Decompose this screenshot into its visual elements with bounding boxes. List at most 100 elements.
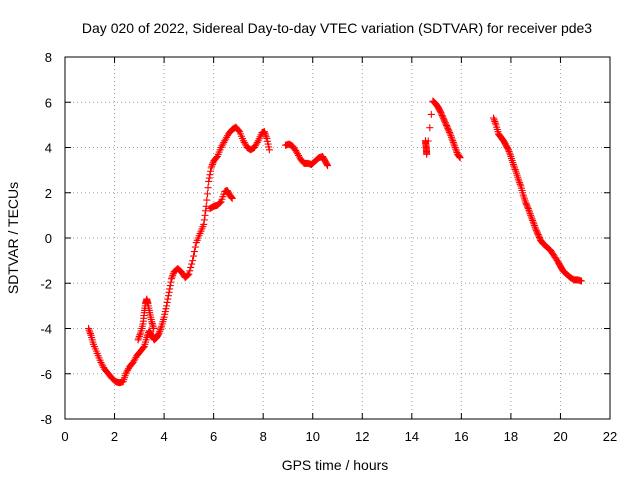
x-tick-label: 18 xyxy=(504,429,518,444)
data-point xyxy=(528,215,536,223)
data-point xyxy=(424,137,432,145)
data-point xyxy=(156,327,164,335)
data-point xyxy=(155,329,163,337)
y-tick-label: 0 xyxy=(45,231,52,246)
data-point xyxy=(208,160,216,168)
data-point xyxy=(261,129,269,137)
data-point xyxy=(265,146,273,154)
x-tick-labels: 0 2 4 6 8 10 12 14 16 18 20 22 xyxy=(61,429,617,444)
data-point xyxy=(525,206,533,214)
data-point xyxy=(135,334,143,342)
data-point xyxy=(449,138,457,146)
data-point xyxy=(262,131,270,139)
chart-title: Day 020 of 2022, Sidereal Day-to-day VTE… xyxy=(82,20,592,36)
data-point xyxy=(491,119,499,127)
data-point xyxy=(324,162,332,170)
data-point xyxy=(228,194,236,202)
y-tick-label: 8 xyxy=(45,50,52,65)
y-tick-label: -2 xyxy=(40,276,52,291)
data-point xyxy=(164,295,172,303)
data-point xyxy=(85,326,93,334)
data-point xyxy=(168,273,176,281)
data-point xyxy=(205,174,213,182)
data-point xyxy=(447,132,455,140)
data-point xyxy=(200,216,208,224)
y-tick-label: 4 xyxy=(45,141,52,156)
data-point xyxy=(452,145,460,153)
data-point xyxy=(207,167,215,175)
data-point xyxy=(516,180,524,188)
data-point xyxy=(510,162,518,170)
data-point xyxy=(184,271,192,279)
series-arc-2 xyxy=(281,140,332,170)
x-tick-label: 8 xyxy=(260,429,267,444)
data-point xyxy=(187,263,195,271)
series-arc-1 xyxy=(85,123,273,387)
data-point xyxy=(526,210,534,218)
data-point xyxy=(163,298,171,306)
data-point xyxy=(203,196,211,204)
data-point xyxy=(86,328,94,336)
x-tick-label: 22 xyxy=(603,429,617,444)
data-point xyxy=(491,117,499,125)
data-point xyxy=(136,331,144,339)
data-point xyxy=(166,285,174,293)
data-point xyxy=(163,302,171,310)
data-point xyxy=(165,288,173,296)
data-point xyxy=(455,152,463,160)
data-point xyxy=(323,160,331,168)
data-point xyxy=(524,203,532,211)
x-tick-label: 2 xyxy=(111,429,118,444)
axis-ticks xyxy=(64,56,611,420)
data-point xyxy=(449,137,457,145)
data-point xyxy=(143,334,151,342)
data-point xyxy=(456,153,464,161)
data-point xyxy=(451,144,459,151)
x-tick-label: 12 xyxy=(355,429,369,444)
y-tick-label: 2 xyxy=(45,186,52,201)
data-point xyxy=(423,150,431,158)
data-point xyxy=(514,175,522,183)
data-point xyxy=(527,213,535,221)
y-tick-label: -4 xyxy=(40,322,52,337)
data-point xyxy=(451,142,459,150)
data-point xyxy=(529,216,537,224)
x-tick-label: 16 xyxy=(454,429,468,444)
data-point xyxy=(206,171,214,179)
data-point xyxy=(202,202,210,210)
data-point xyxy=(190,248,198,256)
data-point xyxy=(515,177,523,185)
data-point xyxy=(168,275,176,283)
data-point xyxy=(204,184,212,192)
data-point xyxy=(452,147,460,155)
data-point xyxy=(260,128,268,136)
data-point xyxy=(156,326,164,334)
data-point xyxy=(506,151,514,159)
data-point xyxy=(525,208,533,216)
data-point xyxy=(524,205,532,213)
series-arc-1-branch xyxy=(134,186,236,344)
data-point xyxy=(188,260,196,268)
data-point xyxy=(506,149,514,157)
grid xyxy=(65,57,610,419)
data-point xyxy=(511,164,519,172)
data-point xyxy=(190,252,198,260)
x-tick-label: 20 xyxy=(553,429,567,444)
series-arc-3 xyxy=(421,97,464,162)
data-point xyxy=(166,282,174,290)
data-point xyxy=(448,135,456,143)
y-axis-label: SDTVAR / TECUs xyxy=(5,182,21,294)
x-tick-label: 0 xyxy=(61,429,68,444)
data-point xyxy=(86,330,94,338)
y-tick-labels: -8 -6 -4 -2 0 2 4 6 8 xyxy=(40,50,52,427)
data-point xyxy=(427,110,435,118)
data-point xyxy=(505,147,513,155)
data-points xyxy=(85,97,586,387)
data-point xyxy=(504,146,512,154)
data-point xyxy=(186,267,194,275)
data-point xyxy=(207,164,215,172)
data-point xyxy=(191,243,199,251)
series-arc-4 xyxy=(490,114,586,285)
data-point xyxy=(450,140,458,148)
